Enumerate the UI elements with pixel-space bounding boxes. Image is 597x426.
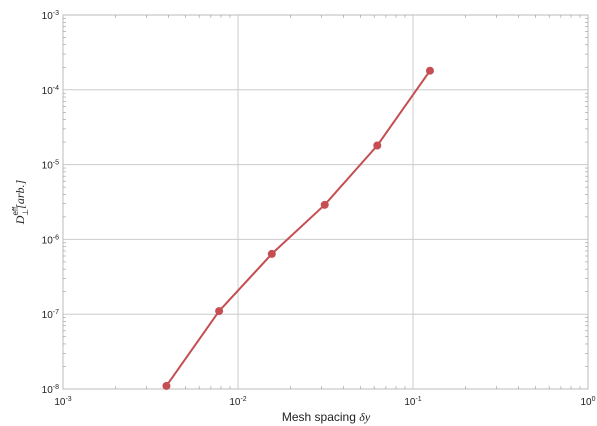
x-tick-label: 10-1 bbox=[404, 396, 421, 408]
data-point bbox=[373, 141, 382, 150]
plot-frame bbox=[62, 14, 589, 390]
y-axis-label: Deff⊥[arb.] bbox=[11, 179, 30, 225]
series-line bbox=[165, 70, 431, 387]
x-tick-labels: 10-3 10-2 10-1 100 bbox=[54, 396, 595, 408]
y-tick-label: 10-7 bbox=[42, 309, 59, 321]
x-tick-label: 10-3 bbox=[54, 396, 71, 408]
data-point bbox=[267, 249, 276, 258]
data-point bbox=[162, 381, 171, 390]
y-tick-labels: 10-8 10-7 10-6 10-5 10-4 10-3 bbox=[42, 10, 59, 396]
data-point bbox=[425, 66, 434, 75]
minor-ticks bbox=[63, 15, 588, 389]
y-tick-label: 10-6 bbox=[42, 234, 59, 246]
data-point bbox=[320, 200, 329, 209]
y-tick-label: 10-3 bbox=[42, 10, 59, 22]
x-tick-label: 10-2 bbox=[229, 396, 246, 408]
y-tick-label: 10-4 bbox=[42, 85, 59, 97]
x-tick-label: 100 bbox=[580, 396, 595, 408]
y-tick-label: 10-5 bbox=[42, 160, 59, 172]
series-layer bbox=[162, 66, 434, 390]
y-tick-label: 10-8 bbox=[42, 384, 59, 396]
data-point bbox=[215, 307, 224, 316]
x-axis-label: Mesh spacing δy bbox=[282, 410, 371, 424]
